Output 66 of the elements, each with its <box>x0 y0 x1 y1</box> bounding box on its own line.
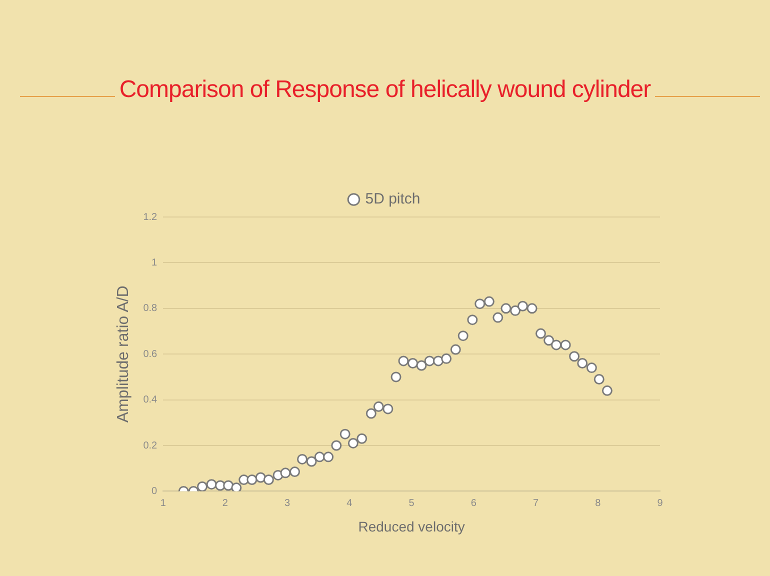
point <box>560 340 571 350</box>
x-axis-title: Reduced velocity <box>358 518 465 534</box>
y-tick-label: 0.2 <box>143 440 158 452</box>
point <box>450 344 461 355</box>
point <box>551 340 562 350</box>
point <box>433 356 444 366</box>
point <box>223 480 234 491</box>
point <box>231 482 242 492</box>
point <box>594 374 604 384</box>
point <box>290 466 300 478</box>
point <box>602 385 612 396</box>
point <box>263 474 274 486</box>
point <box>484 296 494 307</box>
point <box>526 303 538 314</box>
point <box>296 454 308 464</box>
point <box>577 358 588 368</box>
point <box>323 452 334 462</box>
point <box>255 472 266 483</box>
chart-title: Comparison of Response of helically wound cylinder <box>115 76 655 103</box>
y-axis-title: Amplitude ratio A/D <box>115 286 132 423</box>
point <box>544 335 554 346</box>
point <box>246 474 258 486</box>
point <box>373 401 384 412</box>
y-tick-label: 1.2 <box>143 212 158 223</box>
x-tick-label: 6 <box>470 498 477 509</box>
point <box>280 468 291 478</box>
point <box>340 428 350 440</box>
point <box>348 438 358 448</box>
point <box>390 372 402 382</box>
point <box>424 356 435 366</box>
point <box>408 358 418 368</box>
y-tick-label: 0.6 <box>143 348 158 360</box>
point <box>314 452 325 462</box>
x-tick-label: 8 <box>595 498 602 509</box>
y-tick-label: 0.4 <box>143 394 158 406</box>
point <box>586 362 597 374</box>
point <box>356 433 368 444</box>
point <box>416 360 427 371</box>
point <box>535 328 546 339</box>
point <box>492 312 504 323</box>
x-tick-label: 4 <box>346 498 353 509</box>
x-tick-label: 3 <box>284 498 291 509</box>
point <box>306 456 317 467</box>
point <box>366 408 376 419</box>
point <box>458 330 468 342</box>
point <box>569 351 580 362</box>
point <box>467 314 478 326</box>
point <box>398 356 409 366</box>
x-tick-label: 2 <box>222 498 228 509</box>
point <box>196 481 208 492</box>
point <box>500 303 512 314</box>
point <box>206 479 217 490</box>
legend-label: 5D pitch <box>365 190 420 208</box>
point <box>510 305 521 316</box>
x-tick-label: 9 <box>657 498 664 509</box>
y-tick-label: 1 <box>152 257 158 268</box>
y-tick-label: 0 <box>152 486 158 497</box>
x-tick-label: 7 <box>532 498 539 509</box>
x-tick-label: 5 <box>408 498 415 509</box>
point <box>474 298 486 310</box>
point <box>517 300 528 312</box>
x-tick-label: 1 <box>160 498 166 509</box>
point <box>331 440 342 451</box>
point <box>382 404 394 414</box>
y-tick-label: 0.8 <box>143 303 158 314</box>
point <box>441 353 452 364</box>
